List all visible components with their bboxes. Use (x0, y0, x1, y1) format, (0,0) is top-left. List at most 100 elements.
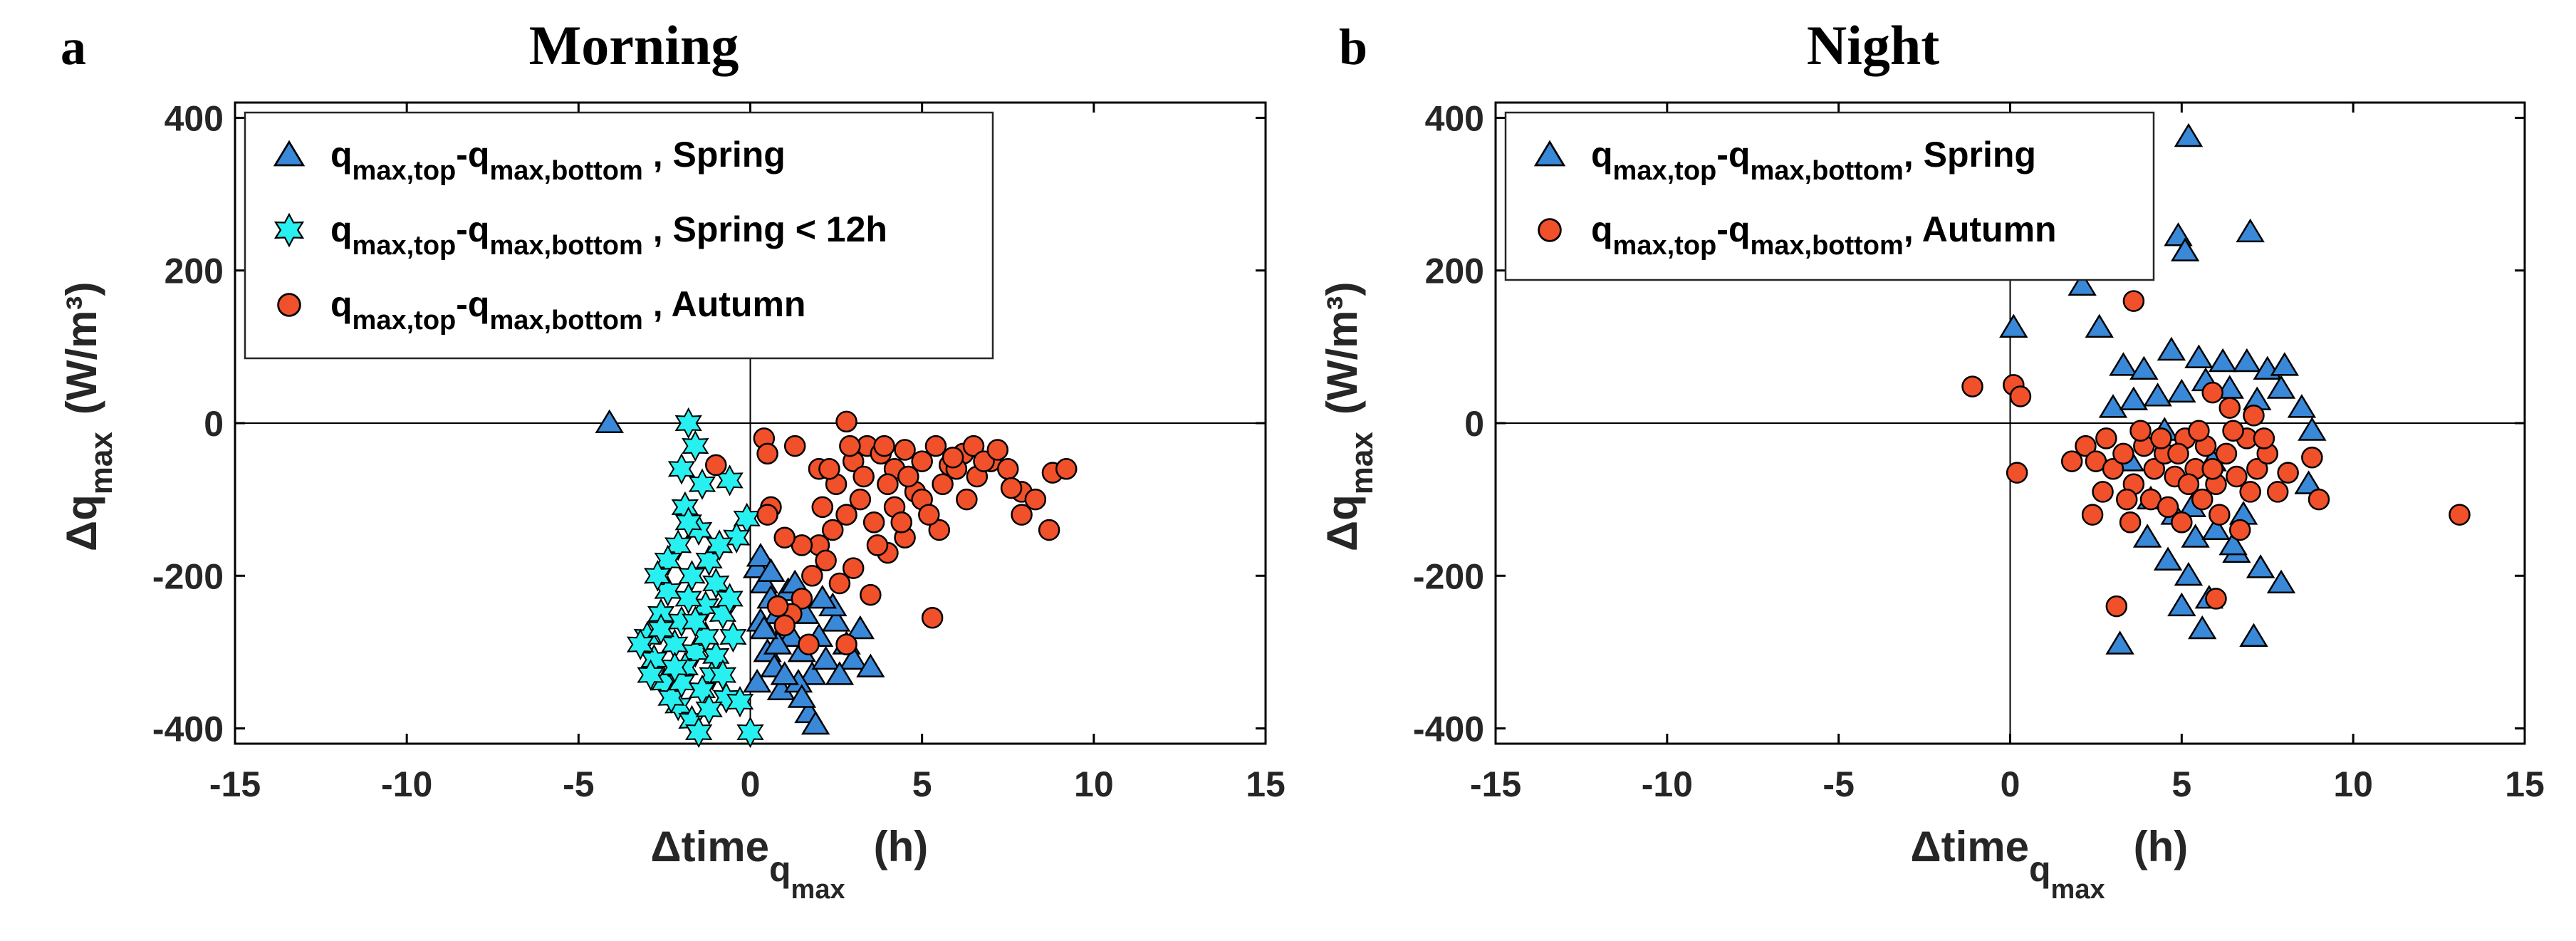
y-tick-label: -200 (1413, 556, 1484, 596)
data-point (682, 605, 709, 638)
data-point (746, 543, 776, 567)
data-point (2119, 386, 2149, 410)
y-tick-label: -200 (152, 556, 224, 596)
panel-letter: a (61, 19, 86, 76)
data-point (2116, 488, 2138, 511)
y-axis-label: Δqmax (W/m³) (58, 282, 119, 551)
data-point (860, 583, 882, 606)
legend-entry: qmax,top-qmax,bottom , Spring < 12h (330, 209, 887, 261)
data-point (962, 435, 985, 457)
data-point (801, 565, 823, 587)
data-point (2119, 511, 2142, 534)
x-axis-label: Δtimeqmax (h) (1911, 823, 2189, 905)
data-point (2215, 442, 2238, 465)
data-point (2143, 458, 2166, 480)
data-point (2201, 516, 2231, 540)
data-point (2205, 588, 2227, 610)
legend-suffix: , Spring < 12h (643, 209, 887, 249)
legend-sub-bottom: max,bottom (489, 156, 642, 186)
data-point (674, 583, 702, 615)
data-point (2006, 462, 2028, 484)
x-axis-label-sub: q (2029, 849, 2051, 889)
panel-a: a Morning -15 -10 -5 0 5 10 15 -400 -200 0 200 400 Δti… (58, 14, 1286, 905)
data-point (773, 614, 796, 637)
data-point (2270, 352, 2300, 376)
data-point (1038, 519, 1060, 541)
y-axis-label-unit: (W/m³) (58, 282, 105, 415)
y-axis-label-group: Δqmax (W/m³) (1318, 282, 1380, 551)
data-point (647, 613, 675, 645)
y-axis-label-sub: max (84, 432, 119, 495)
legend-q: q (1591, 135, 1613, 175)
legend-sub-top: max,top (353, 156, 457, 186)
x-tick-label: 5 (2171, 764, 2191, 804)
data-point (838, 645, 868, 670)
series-autumn (1961, 290, 2471, 618)
panel-letter: b (1339, 19, 1367, 76)
data-point (811, 645, 840, 670)
data-point (637, 659, 664, 691)
legend-q: q (1591, 209, 1613, 249)
data-point (822, 519, 844, 541)
data-point (2177, 473, 2200, 495)
data-point (2236, 218, 2265, 243)
y-axis-label-main: Δq (1318, 494, 1366, 551)
data-point (798, 661, 827, 685)
data-point (654, 544, 682, 577)
data-point (921, 606, 944, 629)
legend-marker (277, 293, 301, 317)
data-point (2209, 504, 2231, 526)
legend-marker (273, 140, 306, 167)
data-point (835, 504, 857, 526)
data-point (2266, 375, 2296, 399)
data-point (828, 572, 851, 595)
y-axis-label: Δqmax (W/m³) (1318, 282, 1380, 551)
y-tick-label: -400 (1413, 709, 1484, 749)
data-point (2301, 446, 2323, 469)
data-point (2067, 271, 2097, 296)
data-point (705, 529, 734, 561)
legend-sub-top: max,top (353, 306, 457, 336)
data-point (2222, 420, 2244, 442)
data-point (2132, 524, 2162, 548)
legend-dash-q: -q (456, 284, 489, 324)
data-point (877, 473, 899, 495)
legend: qmax,top-qmax,bottom , Springqmax,top-qm… (244, 111, 994, 360)
legend-sub-bottom: max,bottom (489, 231, 642, 261)
data-point (1011, 504, 1033, 526)
data-point (2181, 524, 2210, 548)
x-tick-label: -15 (209, 764, 261, 804)
legend-sub-top: max,top (353, 231, 457, 261)
data-point (2184, 344, 2213, 368)
x-tick-label: 0 (2001, 764, 2020, 804)
data-point (852, 465, 875, 488)
data-point (2287, 394, 2317, 418)
data-point (2109, 352, 2138, 376)
y-tick-label: 400 (165, 98, 224, 138)
legend-sub-bottom: max,bottom (489, 306, 642, 336)
data-point (702, 567, 730, 600)
data-point (842, 557, 865, 579)
y-axis-label-main: Δq (58, 494, 105, 551)
y-tick-label: 400 (1425, 98, 1484, 138)
data-point (723, 521, 751, 553)
data-point (2246, 554, 2275, 578)
legend-box (1504, 111, 2155, 281)
legend-dash-q: -q (456, 209, 489, 249)
data-point (2174, 561, 2204, 586)
data-point (2129, 420, 2152, 442)
data-point (695, 693, 723, 725)
data-point (866, 534, 889, 556)
x-axis-label-main: Δtime (1911, 823, 2030, 870)
data-point (770, 661, 799, 685)
data-point (2129, 355, 2159, 380)
data-point (2105, 630, 2134, 655)
legend-dash-q: -q (1716, 209, 1750, 249)
data-point (2294, 470, 2323, 494)
data-point (873, 435, 895, 457)
data-point (818, 458, 840, 480)
data-point (2174, 123, 2204, 147)
data-point (2188, 420, 2210, 442)
data-point (2143, 383, 2172, 407)
data-point (815, 549, 837, 572)
